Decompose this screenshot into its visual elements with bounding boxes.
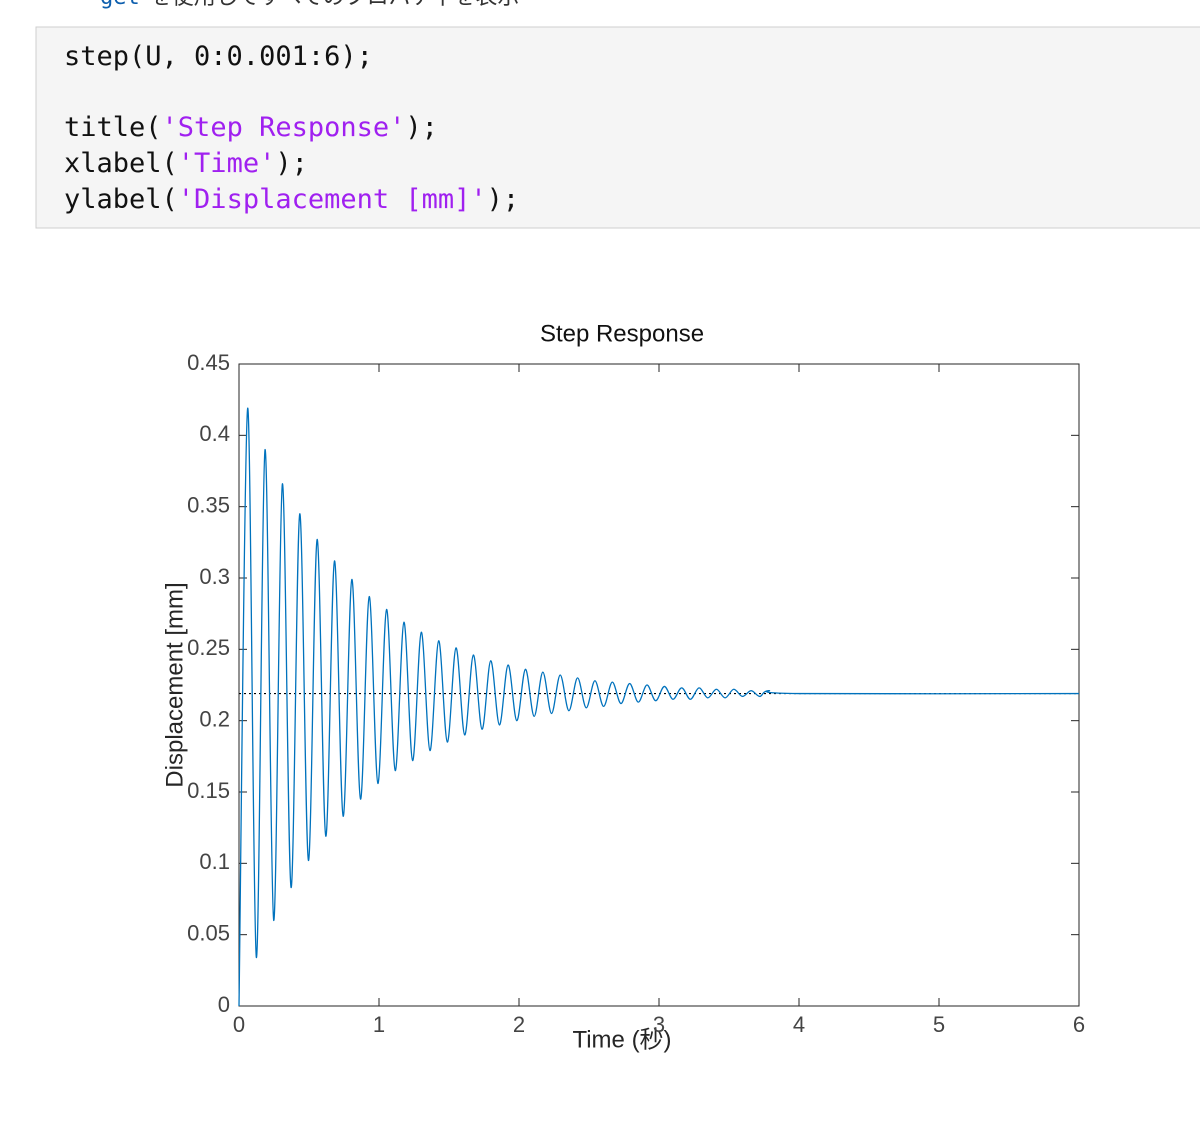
code-block [35,26,1200,229]
code-text: ); [405,112,438,143]
x-tick-label: 4 [793,1012,805,1037]
y-axis-label: Displacement [mm] [161,582,188,787]
code-text: xlabel( [64,148,178,179]
y-tick-label: 0.25 [187,635,230,660]
y-tick-label: 0.4 [199,421,230,446]
code-string: 'Time' [178,148,276,179]
x-axis-label: Time (秒) [572,1026,671,1053]
intro-line: get を使用してすべてのプロパティを表示 [100,0,519,10]
y-tick-label: 0.05 [187,920,230,945]
code-text: step(U, 0:0.001:6); [64,41,373,72]
code-line: ylabel('Displacement [mm]'); [64,184,519,215]
response-line [238,407,1080,1007]
x-tick-label: 6 [1073,1012,1085,1037]
y-tick-label: 0 [218,992,230,1017]
code-text: title( [64,112,162,143]
y-tick-label: 0.2 [199,706,230,731]
code-string: 'Displacement [mm]' [178,184,487,215]
code-text: ); [275,148,308,179]
x-tick-label: 3 [653,1012,665,1037]
code-line: step(U, 0:0.001:6); [64,41,373,72]
code-text: ); [487,184,520,215]
y-tick-label: 0.35 [187,492,230,517]
x-tick-label: 5 [933,1012,945,1037]
code-text: ylabel( [64,184,178,215]
chart-title: Step Response [540,320,704,347]
code-string: 'Step Response' [162,112,406,143]
x-tick-label: 0 [233,1012,245,1037]
code-line: title('Step Response'); [64,112,438,143]
x-tick-label: 2 [513,1012,525,1037]
x-tick-label: 1 [373,1012,385,1037]
y-tick-label: 0.15 [187,778,230,803]
intro-text: を使用してすべてのプロパティを表示 [150,0,520,9]
intro-code: get [100,0,140,10]
y-tick-label: 0.3 [199,564,230,589]
code-line: xlabel('Time'); [64,148,308,179]
y-tick-label: 0.1 [199,849,230,874]
y-tick-label: 0.45 [187,350,230,375]
code-lines: step(U, 0:0.001:6); title('Step Response'… [64,41,519,215]
